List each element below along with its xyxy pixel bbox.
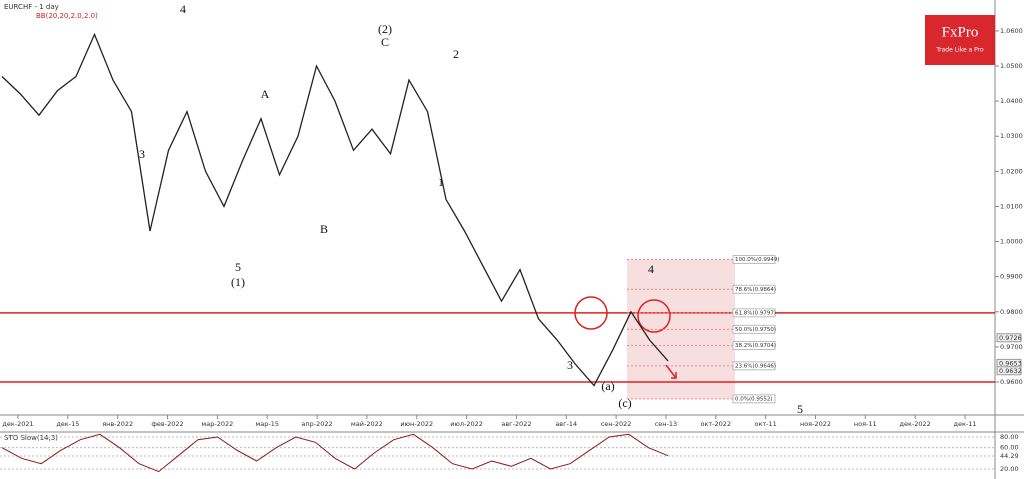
highlight-circle — [637, 299, 671, 333]
wave-label: (1) — [231, 275, 245, 289]
y-tick-label: 44.29 — [1000, 452, 1019, 460]
y-tick-label: 20.00 — [1000, 465, 1019, 473]
wave-label: 5 — [797, 402, 803, 416]
logo-brand: FxPro — [942, 24, 979, 40]
price-box — [996, 333, 1022, 343]
y-tick-label: 1.0400 — [1000, 97, 1023, 105]
fib-label: 50.0%(0.9750) — [735, 327, 776, 333]
wave-label: (a) — [601, 379, 614, 393]
fib-label: 23.6%(0.9646) — [735, 363, 776, 369]
y-tick-label: 0.9900 — [1000, 273, 1023, 281]
y-tick-label: 1.0300 — [1000, 132, 1023, 140]
y-tick-label: 0.9800 — [1000, 308, 1023, 316]
x-tick-label: дек-2021 — [2, 420, 33, 428]
wave-label: 1 — [438, 175, 444, 189]
fib-label-box — [732, 324, 776, 334]
fib-label: 61.8%(0.9797) — [735, 310, 776, 316]
y-tick-label: 0.9600 — [1000, 378, 1023, 386]
indicator-label: BB(20,20,2.0,2.0) — [36, 12, 98, 20]
x-tick-label: окт-11 — [754, 420, 776, 428]
y-tick-label: 80.00 — [1000, 433, 1019, 441]
wave-label: C — [381, 35, 389, 49]
wave-label: 4 — [180, 2, 186, 16]
fib-label-box — [732, 340, 776, 350]
logo — [925, 15, 995, 65]
fib-label: 100.0%(0.9949) — [735, 257, 780, 263]
x-tick-label: май-2022 — [351, 420, 383, 428]
wave-label: (c) — [618, 396, 631, 410]
wave-label: 2 — [453, 47, 459, 61]
x-tick-label: авг-14 — [555, 420, 577, 428]
x-tick-label: мар-15 — [255, 420, 279, 428]
y-tick-label: 1.0500 — [1000, 62, 1023, 70]
fib-label-box — [732, 284, 776, 294]
fib-label-box — [732, 254, 776, 264]
wave-label: A — [261, 87, 270, 101]
x-tick-label: ноя-2022 — [800, 420, 831, 428]
price-label: 0.9653 — [999, 359, 1022, 367]
fib-label: 38.2%(0.9704) — [735, 343, 776, 349]
wave-label: 3 — [567, 358, 573, 372]
wave-label: (2) — [378, 22, 392, 36]
x-tick-label: сен-13 — [655, 420, 677, 428]
y-tick-label: 0.9700 — [1000, 343, 1023, 351]
x-tick-label: дек-15 — [56, 420, 79, 428]
indicator-label: STO Slow(14,3) — [4, 434, 58, 442]
x-tick-label: дек-2022 — [900, 420, 931, 428]
wave-label: 4 — [648, 262, 654, 276]
y-tick-label: 1.0000 — [1000, 238, 1023, 246]
price-box — [996, 366, 1022, 376]
chart-title: EURCHF - 1 day — [4, 3, 59, 11]
fib-label-box — [732, 308, 776, 318]
fib-label: 78.6%(0.9864) — [735, 287, 776, 293]
fib-label-box — [732, 394, 776, 404]
x-tick-label: сен-2022 — [601, 420, 632, 428]
wave-label: 5 — [235, 260, 241, 274]
fib-label: 0.0%(0.9552) — [735, 396, 773, 402]
x-tick-label: авг-2022 — [501, 420, 531, 428]
x-tick-label: окт-2022 — [701, 420, 732, 428]
wave-label: 3 — [139, 147, 145, 161]
x-tick-label: янв-2022 — [102, 420, 133, 428]
x-tick-label: апр-2022 — [301, 420, 332, 428]
y-tick-label: 1.0100 — [1000, 202, 1023, 210]
logo-tagline: Trade Like a Pro — [935, 47, 984, 54]
x-tick-label: июн-2022 — [400, 420, 433, 428]
x-tick-label: фев-2022 — [151, 420, 183, 428]
x-tick-label: ноя-11 — [854, 420, 877, 428]
y-tick-label: 1.0200 — [1000, 167, 1023, 175]
price-line — [1, 32, 669, 387]
arrow — [665, 364, 677, 379]
y-tick-label: 60.00 — [1000, 444, 1019, 452]
fib-label-box — [732, 361, 776, 371]
stochastic-line — [1, 433, 669, 473]
x-tick-label: июл-2022 — [450, 420, 483, 428]
price-label: 0.9632 — [999, 367, 1022, 375]
price-label: 0.9726 — [999, 334, 1022, 342]
y-tick-label: 1.0600 — [1000, 27, 1023, 35]
x-tick-label: мар-2022 — [201, 420, 233, 428]
wave-label: B — [320, 222, 328, 236]
x-tick-label: дек-11 — [953, 420, 976, 428]
